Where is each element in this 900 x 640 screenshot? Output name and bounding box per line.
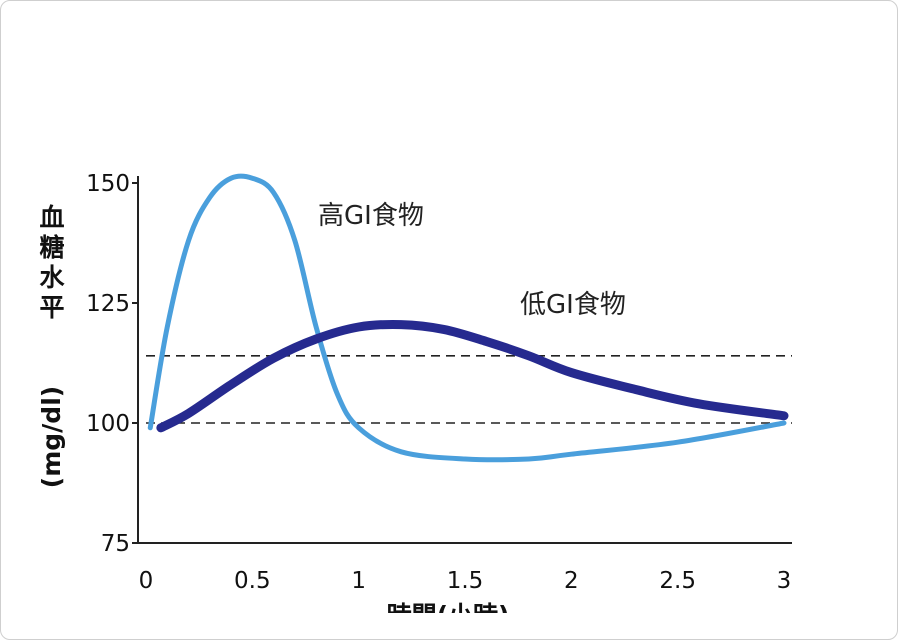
y-axis-label-char: 糖: [39, 233, 64, 262]
y-axis-unit-label: (mg/dl): [37, 386, 66, 488]
x-tick-label: 1: [351, 568, 366, 594]
x-tick-label: 0.5: [234, 568, 271, 594]
x-tick-label: 2: [564, 568, 579, 594]
y-axis-label-char: 水: [39, 263, 65, 292]
y-axis-label-char: 血: [39, 203, 64, 232]
y-tick-label: 125: [86, 291, 130, 317]
high-gi-label: 高GI食物: [318, 201, 424, 231]
y-tick-label: 150: [86, 171, 130, 197]
x-tick-label: 0: [139, 568, 154, 594]
low-gi-line: [156, 319, 789, 433]
x-tick-label: 2.5: [659, 568, 696, 594]
y-tick-label: 100: [86, 411, 130, 437]
y-axis-label-char: 平: [39, 293, 64, 322]
y-tick-label: 75: [101, 531, 130, 557]
x-tick-label: 1.5: [447, 568, 484, 594]
high-gi-line: [147, 173, 787, 463]
low-gi-label: 低GI食物: [520, 290, 626, 320]
x-axis-label: 時間(小時): [387, 601, 510, 613]
x-tick-label: 3: [777, 568, 792, 594]
